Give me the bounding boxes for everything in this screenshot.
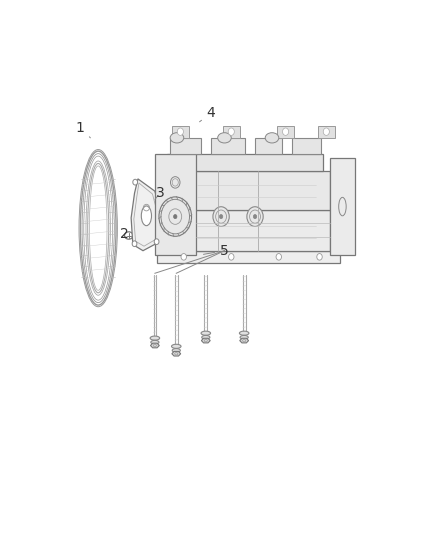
- Bar: [255, 138, 282, 154]
- Ellipse shape: [276, 254, 282, 260]
- Ellipse shape: [172, 349, 180, 352]
- Ellipse shape: [90, 167, 106, 289]
- Polygon shape: [156, 251, 340, 263]
- Bar: [172, 126, 189, 138]
- Polygon shape: [156, 154, 160, 251]
- Ellipse shape: [218, 133, 231, 143]
- Bar: [277, 126, 294, 138]
- Ellipse shape: [150, 336, 159, 340]
- Ellipse shape: [253, 215, 257, 219]
- Text: 5: 5: [204, 244, 229, 257]
- Bar: [160, 209, 330, 251]
- Bar: [293, 138, 321, 154]
- Ellipse shape: [323, 128, 329, 135]
- Ellipse shape: [173, 215, 177, 219]
- Ellipse shape: [141, 206, 152, 225]
- Bar: [330, 158, 355, 255]
- Ellipse shape: [202, 335, 210, 339]
- Text: 4: 4: [200, 106, 215, 122]
- Ellipse shape: [151, 341, 159, 344]
- Text: 2: 2: [120, 227, 129, 241]
- Bar: [155, 154, 196, 255]
- Bar: [223, 126, 240, 138]
- Ellipse shape: [154, 239, 159, 245]
- Polygon shape: [240, 338, 249, 343]
- Text: 1: 1: [76, 120, 90, 138]
- Ellipse shape: [201, 331, 211, 335]
- Ellipse shape: [132, 241, 137, 247]
- Bar: [170, 138, 201, 154]
- Bar: [211, 138, 245, 154]
- Ellipse shape: [240, 331, 249, 335]
- Ellipse shape: [317, 254, 322, 260]
- Ellipse shape: [172, 344, 181, 349]
- Ellipse shape: [265, 133, 279, 143]
- Bar: [160, 171, 330, 209]
- Polygon shape: [201, 338, 210, 343]
- Polygon shape: [151, 343, 159, 348]
- Ellipse shape: [133, 179, 138, 185]
- Ellipse shape: [240, 335, 248, 339]
- Ellipse shape: [181, 254, 187, 260]
- Ellipse shape: [177, 128, 184, 135]
- Ellipse shape: [229, 254, 234, 260]
- Text: 3: 3: [155, 186, 164, 200]
- Ellipse shape: [247, 207, 263, 227]
- Bar: [318, 126, 335, 138]
- Ellipse shape: [170, 133, 184, 143]
- Ellipse shape: [213, 207, 229, 227]
- Ellipse shape: [219, 215, 223, 219]
- Polygon shape: [172, 351, 181, 356]
- Polygon shape: [131, 179, 162, 251]
- Ellipse shape: [228, 128, 234, 135]
- Ellipse shape: [283, 128, 289, 135]
- Bar: [167, 154, 323, 171]
